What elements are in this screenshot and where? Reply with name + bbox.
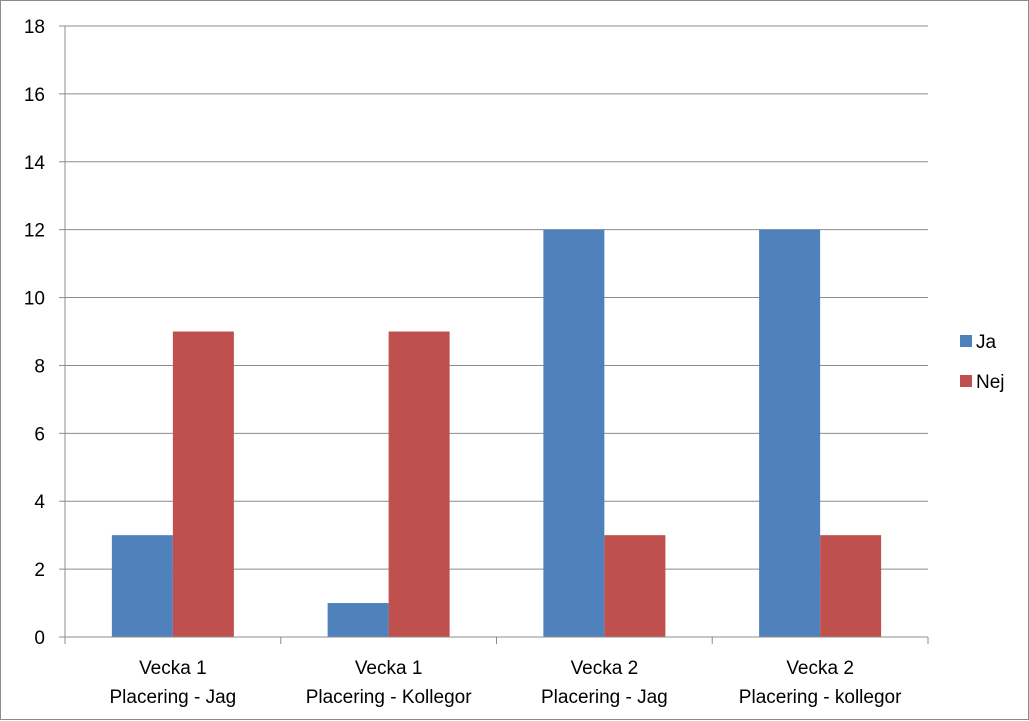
bar-nej-2 [388, 331, 450, 637]
x-axis-tick-labels: Vecka 1 Placering - Jag Vecka 1 Placering -… [110, 658, 903, 708]
legend: Ja Nej [960, 332, 1005, 393]
bar-ja-3 [543, 229, 605, 637]
bar-series [111, 229, 882, 637]
x-tick-label: Placering - Jag [110, 687, 237, 708]
bar-nej-3 [604, 535, 666, 637]
x-tick-label: Vecka 1 [139, 658, 207, 679]
y-tick-label: 4 [34, 492, 45, 513]
x-tick-label: Vecka 1 [355, 658, 423, 679]
y-tick-label: 0 [34, 628, 45, 649]
bar-ja-2 [327, 603, 389, 637]
axes [59, 25, 929, 644]
x-tick-label: Placering - Kollegor [306, 687, 472, 708]
y-tick-label: 16 [24, 85, 45, 106]
bar-ja-1 [111, 535, 173, 637]
y-tick-label: 6 [34, 424, 45, 445]
y-tick-label: 12 [24, 221, 45, 242]
y-tick-label: 8 [34, 356, 45, 377]
legend-label-ja: Ja [976, 332, 997, 353]
x-tick-label: Placering - kollegor [739, 687, 902, 708]
y-tick-label: 2 [34, 560, 45, 581]
bar-nej-1 [172, 331, 234, 637]
legend-swatch-ja [960, 335, 972, 347]
y-axis-tick-labels: 0 2 4 6 8 10 12 14 16 18 [24, 17, 46, 649]
bar-nej-4 [820, 535, 882, 637]
x-tick-label: Placering - Jag [541, 687, 668, 708]
bar-ja-4 [759, 229, 821, 637]
y-tick-label: 18 [24, 17, 45, 38]
x-tick-label: Vecka 2 [786, 658, 854, 679]
legend-label-nej: Nej [976, 372, 1005, 393]
y-tick-label: 10 [24, 289, 45, 310]
legend-swatch-nej [960, 375, 972, 387]
x-tick-label: Vecka 2 [571, 658, 639, 679]
y-tick-label: 14 [24, 153, 46, 174]
